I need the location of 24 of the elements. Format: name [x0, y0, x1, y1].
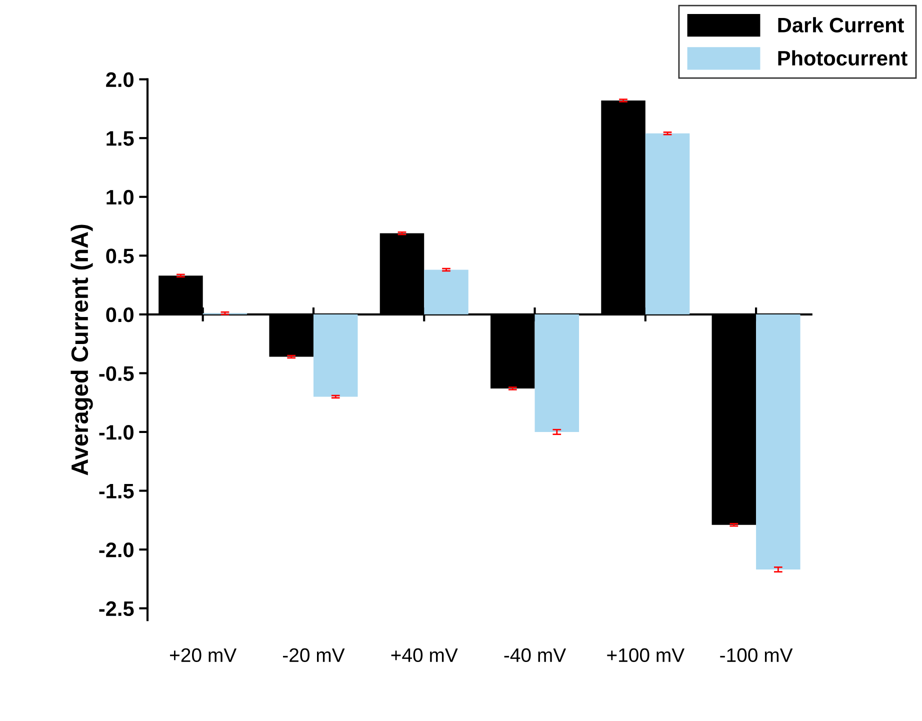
y-tick-label: 0.5: [106, 248, 134, 264]
y-tick-label: -2.5: [99, 601, 134, 616]
y-tick-label: 2.0: [106, 72, 134, 88]
bar: [756, 314, 800, 570]
y-tick-label: 1.5: [106, 131, 134, 146]
y-axis-title: Averaged Current (nA): [70, 224, 93, 476]
bar: [313, 314, 358, 397]
legend-label: Dark Current: [778, 17, 904, 32]
x-tick-label: +40 mV: [391, 648, 458, 662]
y-tick-label: -1.5: [99, 484, 134, 499]
x-tick-label: -100 mV: [720, 648, 793, 662]
y-tick-label: 1.0: [106, 190, 134, 205]
y-tick-label: 0.0: [106, 307, 134, 322]
y-tick-label: -2.0: [99, 542, 134, 558]
bar: [534, 314, 580, 432]
bar: [645, 133, 690, 314]
x-tick-label: -40 mV: [504, 648, 566, 662]
legend-label: Photocurrent: [778, 50, 908, 66]
x-tick-label: +20 mV: [170, 648, 237, 662]
x-tick-label: +100 mV: [607, 648, 684, 662]
x-tick-label: -20 mV: [283, 648, 345, 662]
y-tick-label: -0.5: [99, 366, 134, 381]
y-tick-label: -1.0: [99, 424, 134, 440]
bar: [424, 270, 468, 314]
